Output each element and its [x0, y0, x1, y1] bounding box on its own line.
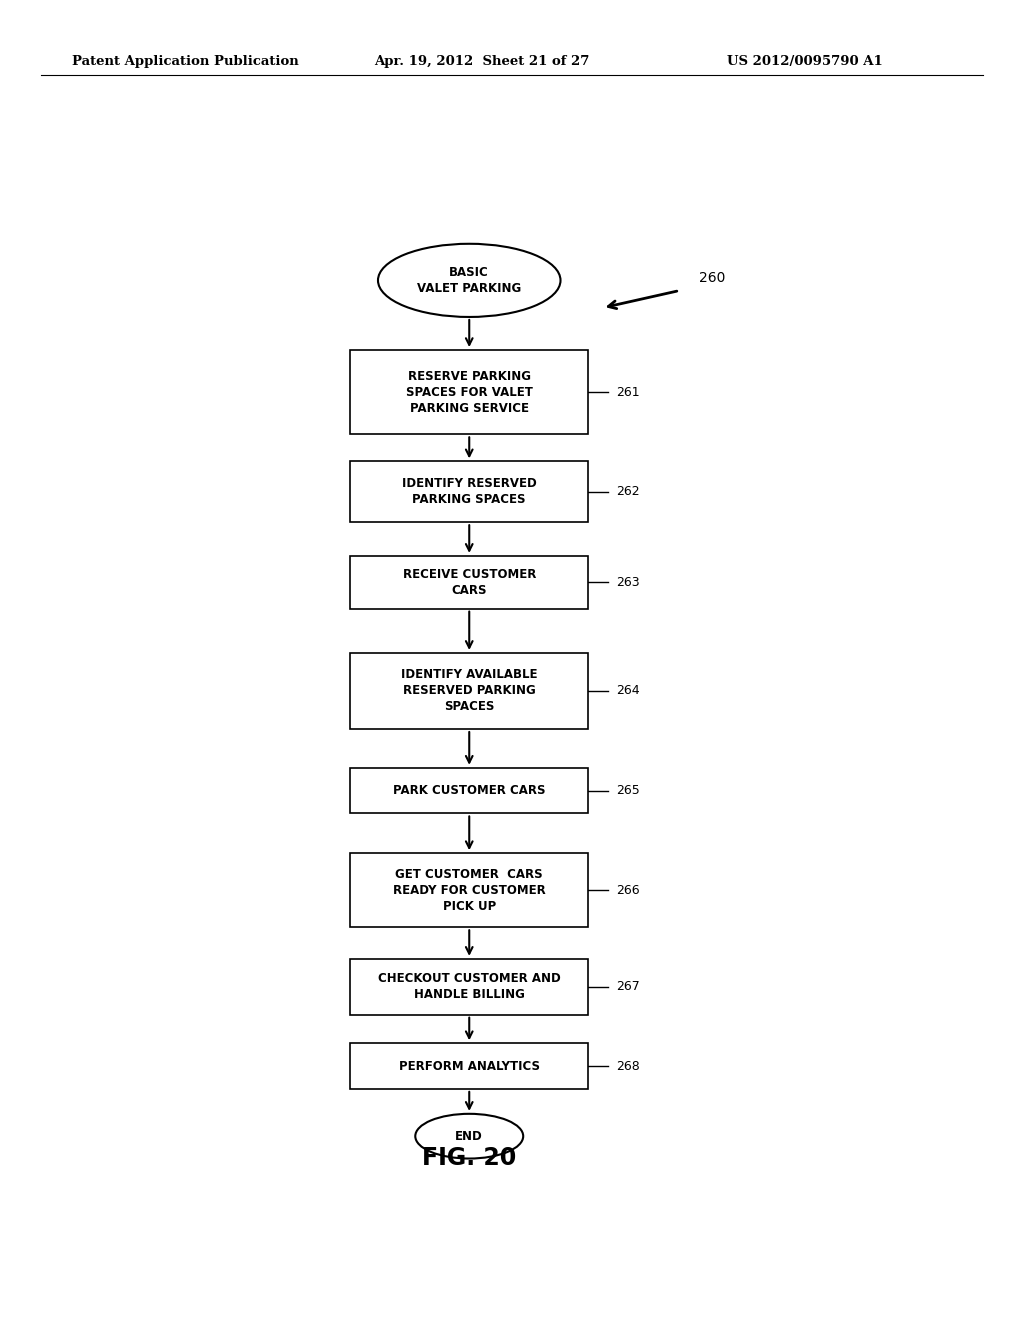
Bar — [350, 350, 588, 434]
Text: Apr. 19, 2012  Sheet 21 of 27: Apr. 19, 2012 Sheet 21 of 27 — [374, 55, 589, 69]
Bar — [350, 1043, 588, 1089]
Bar — [350, 853, 588, 928]
Text: IDENTIFY AVAILABLE
RESERVED PARKING
SPACES: IDENTIFY AVAILABLE RESERVED PARKING SPAC… — [401, 668, 538, 714]
Text: 267: 267 — [616, 981, 640, 993]
Text: RESERVE PARKING
SPACES FOR VALET
PARKING SERVICE: RESERVE PARKING SPACES FOR VALET PARKING… — [406, 370, 532, 414]
Text: PARK CUSTOMER CARS: PARK CUSTOMER CARS — [393, 784, 546, 797]
Text: Patent Application Publication: Patent Application Publication — [72, 55, 298, 69]
Text: PERFORM ANALYTICS: PERFORM ANALYTICS — [398, 1060, 540, 1073]
Ellipse shape — [416, 1114, 523, 1159]
Text: US 2012/0095790 A1: US 2012/0095790 A1 — [727, 55, 883, 69]
Text: GET CUSTOMER  CARS
READY FOR CUSTOMER
PICK UP: GET CUSTOMER CARS READY FOR CUSTOMER PIC… — [393, 867, 546, 912]
Text: 263: 263 — [616, 576, 640, 589]
Text: BASIC
VALET PARKING: BASIC VALET PARKING — [417, 265, 521, 294]
Text: 261: 261 — [616, 385, 640, 399]
Text: 266: 266 — [616, 883, 640, 896]
Text: IDENTIFY RESERVED
PARKING SPACES: IDENTIFY RESERVED PARKING SPACES — [401, 478, 537, 507]
Text: CHECKOUT CUSTOMER AND
HANDLE BILLING: CHECKOUT CUSTOMER AND HANDLE BILLING — [378, 973, 560, 1002]
Text: 264: 264 — [616, 685, 640, 697]
Text: 262: 262 — [616, 486, 640, 498]
Bar — [350, 653, 588, 729]
Text: END: END — [456, 1130, 483, 1143]
Ellipse shape — [378, 244, 560, 317]
Text: FIG. 20: FIG. 20 — [422, 1146, 516, 1170]
Bar — [350, 768, 588, 813]
Text: 265: 265 — [616, 784, 640, 797]
Bar — [350, 461, 588, 523]
Bar — [350, 556, 588, 609]
Text: RECEIVE CUSTOMER
CARS: RECEIVE CUSTOMER CARS — [402, 568, 536, 597]
Text: 260: 260 — [699, 272, 726, 285]
Text: 268: 268 — [616, 1060, 640, 1073]
Bar — [350, 958, 588, 1015]
